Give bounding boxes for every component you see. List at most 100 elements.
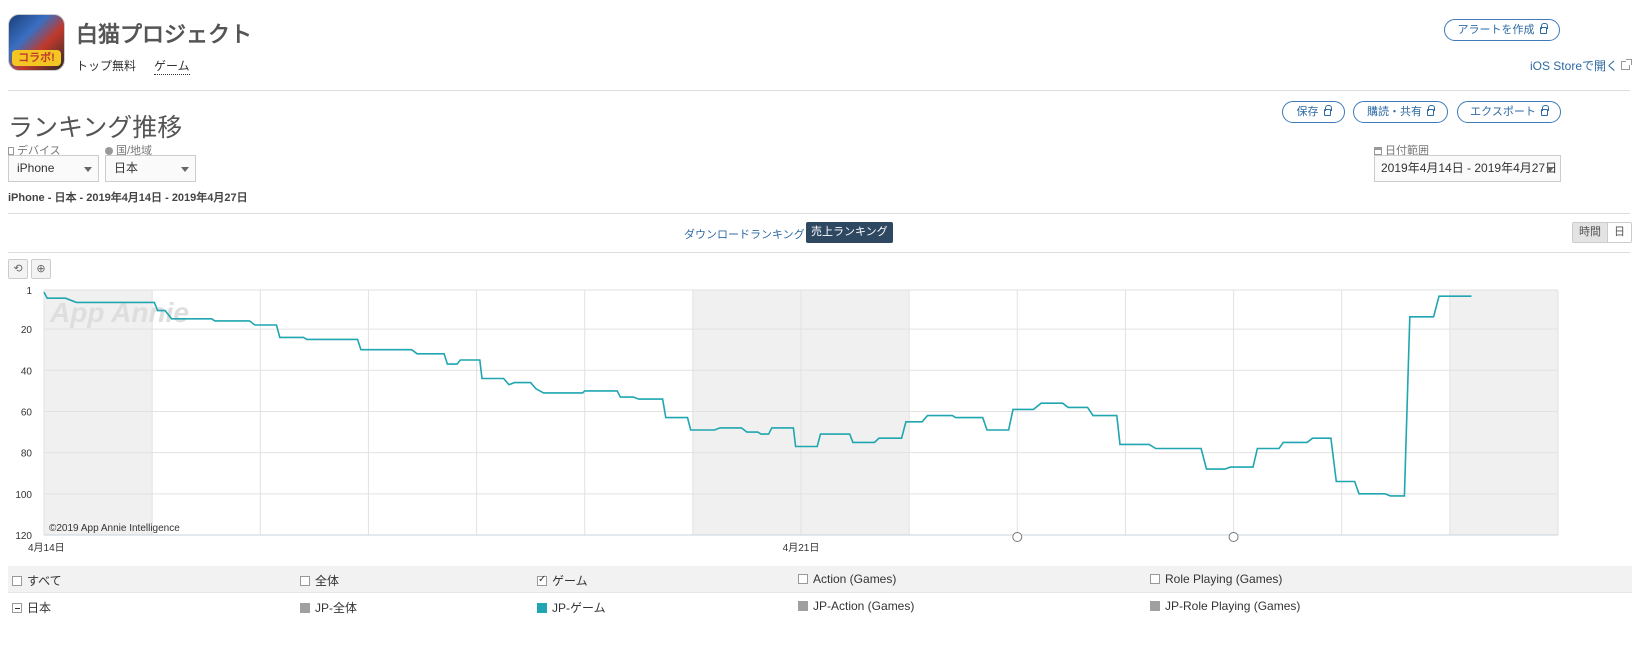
collapse-icon bbox=[12, 603, 22, 613]
create-alert-button[interactable]: アラートを作成 bbox=[1444, 19, 1560, 41]
tab-download-ranking[interactable]: ダウンロードランキング bbox=[684, 229, 805, 241]
tag-category-link[interactable]: ゲーム bbox=[154, 59, 190, 75]
y-tick-label: 120 bbox=[15, 531, 32, 542]
tabs-divider bbox=[8, 252, 1630, 253]
event-markers bbox=[1012, 532, 1239, 542]
checkbox-icon bbox=[1150, 574, 1160, 584]
legend-series-jp-game[interactable]: JP-ゲーム bbox=[537, 599, 606, 616]
legend-checkbox-action[interactable]: Action (Games) bbox=[798, 572, 896, 586]
chart-copyright: ©2019 App Annie Intelligence bbox=[49, 523, 180, 534]
legend-series-label: JP-ゲーム bbox=[552, 601, 606, 615]
lock-icon bbox=[1539, 23, 1548, 34]
legend-country-row: 日本 JP-全体 JP-ゲーム JP-Action (Games) JP-Rol… bbox=[8, 592, 1632, 618]
undo-icon: ⟲ bbox=[13, 263, 23, 275]
app-icon-badge: コラボ! bbox=[12, 50, 61, 66]
x-tick-label: 4月21日 bbox=[783, 542, 820, 554]
y-tick-label: 60 bbox=[21, 407, 33, 418]
swatch-icon bbox=[300, 603, 310, 613]
legend-series-label: JP-全体 bbox=[315, 601, 358, 615]
legend-all-label: すべて bbox=[27, 574, 62, 588]
y-tick-label: 20 bbox=[21, 325, 33, 336]
country-label-text: 国/地域 bbox=[116, 145, 153, 157]
checkbox-icon bbox=[12, 576, 22, 586]
legend-series-jp-role-playing[interactable]: JP-Role Playing (Games) bbox=[1150, 599, 1300, 613]
chevron-down-icon bbox=[84, 167, 92, 172]
legend-country-toggle[interactable]: 日本 bbox=[12, 599, 51, 616]
weekend-band bbox=[1449, 290, 1558, 535]
y-tick-label: 80 bbox=[21, 449, 33, 460]
lock-icon bbox=[1427, 105, 1435, 116]
legend-series-jp-action[interactable]: JP-Action (Games) bbox=[798, 599, 914, 613]
event-marker-icon bbox=[1012, 532, 1023, 542]
country-select-value: 日本 bbox=[114, 161, 139, 175]
legend-game-label: ゲーム bbox=[552, 574, 588, 588]
zoom-icon: ⊕ bbox=[36, 263, 46, 275]
legend-series-jp-overall[interactable]: JP-全体 bbox=[300, 599, 357, 616]
globe-icon bbox=[105, 147, 113, 155]
granularity-toggle: 時間 日 bbox=[1572, 222, 1632, 243]
y-tick-label: 100 bbox=[15, 490, 32, 501]
event-marker-icon bbox=[1228, 532, 1239, 542]
open-ios-store-link[interactable]: iOS Storeで開く bbox=[1529, 57, 1632, 74]
date-range-select[interactable]: 2019年4月14日 - 2019年4月27日 bbox=[1374, 155, 1561, 182]
legend-checkbox-game[interactable]: ゲーム bbox=[537, 572, 588, 589]
app-title: 白猫プロジェクト bbox=[76, 22, 253, 47]
y-tick-label: 1 bbox=[26, 286, 32, 297]
external-link-icon bbox=[1621, 59, 1632, 70]
subscribe-share-button[interactable]: 購読・共有 bbox=[1353, 101, 1448, 123]
chevron-down-icon bbox=[181, 167, 189, 172]
legend-checkbox-overall[interactable]: 全体 bbox=[300, 572, 339, 589]
series-line-jp-game[interactable] bbox=[43, 291, 1472, 497]
legend-series-label: JP-Role Playing (Games) bbox=[1165, 599, 1301, 613]
legend-series-label: JP-Action (Games) bbox=[813, 599, 915, 613]
section-title: ランキング推移 bbox=[8, 114, 183, 142]
tab-sales-ranking[interactable]: 売上ランキング bbox=[806, 222, 893, 243]
swatch-icon bbox=[798, 601, 808, 611]
subscribe-share-label: 購読・共有 bbox=[1367, 106, 1422, 118]
legend-action-label: Action (Games) bbox=[813, 572, 897, 586]
country-label: 国/地域 bbox=[105, 142, 152, 158]
legend-checkbox-all[interactable]: すべて bbox=[12, 572, 62, 589]
swatch-icon bbox=[537, 603, 547, 613]
y-tick-label: 40 bbox=[21, 366, 33, 377]
lock-icon bbox=[1540, 105, 1549, 116]
zoom-button[interactable]: ⊕ bbox=[31, 259, 51, 279]
date-range-value: 2019年4月14日 - 2019年4月27日 bbox=[1381, 161, 1558, 175]
x-axis-ticks: 4月14日 4月21日 bbox=[28, 542, 819, 554]
date-range-label: 日付範囲 bbox=[1374, 142, 1429, 158]
swatch-icon bbox=[1150, 601, 1160, 611]
granularity-day-button[interactable]: 日 bbox=[1607, 223, 1631, 242]
device-label-text: デバイス bbox=[17, 145, 61, 157]
device-select-value: iPhone bbox=[17, 161, 55, 175]
chevron-down-icon bbox=[1546, 167, 1554, 172]
filter-summary: iPhone - 日本 - 2019年4月14日 - 2019年4月27日 bbox=[8, 192, 248, 204]
reset-zoom-button[interactable]: ⟲ bbox=[8, 259, 28, 279]
device-select[interactable]: iPhone bbox=[8, 155, 99, 182]
calendar-icon bbox=[1374, 147, 1382, 155]
device-label: デバイス bbox=[8, 142, 61, 158]
legend-header-row: すべて 全体 ゲーム Action (Games) Role Playing (… bbox=[8, 566, 1632, 592]
country-select[interactable]: 日本 bbox=[105, 155, 196, 182]
open-ios-store-label: iOS Storeで開く bbox=[1529, 59, 1618, 73]
device-icon bbox=[8, 147, 14, 155]
granularity-hour-button[interactable]: 時間 bbox=[1573, 223, 1607, 242]
checkbox-icon bbox=[300, 576, 310, 586]
legend-overall-label: 全体 bbox=[315, 574, 340, 588]
app-tags: トップ無料 ゲーム bbox=[76, 57, 190, 75]
export-label: エクスポート bbox=[1470, 106, 1536, 118]
export-button[interactable]: エクスポート bbox=[1457, 101, 1561, 123]
x-tick-label: 4月14日 bbox=[28, 542, 65, 554]
legend-checkbox-role-playing[interactable]: Role Playing (Games) bbox=[1150, 572, 1282, 586]
filter-divider bbox=[8, 213, 1630, 214]
create-alert-label: アラートを作成 bbox=[1457, 24, 1535, 36]
legend-country-label: 日本 bbox=[27, 601, 52, 615]
header-divider bbox=[8, 90, 1630, 91]
save-button[interactable]: 保存 bbox=[1282, 101, 1345, 123]
lock-icon bbox=[1323, 105, 1332, 116]
tag-top-free: トップ無料 bbox=[76, 59, 137, 73]
date-range-label-text: 日付範囲 bbox=[1385, 145, 1429, 157]
legend-role-playing-label: Role Playing (Games) bbox=[1165, 572, 1283, 586]
chart-grid bbox=[43, 289, 1559, 536]
